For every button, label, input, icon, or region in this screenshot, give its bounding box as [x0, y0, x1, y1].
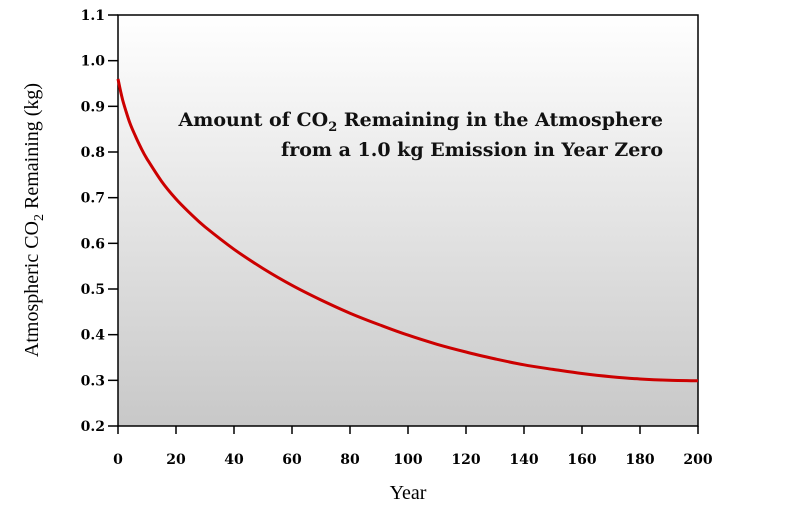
- plot-area: [117, 14, 699, 427]
- x-tick-label: 160: [567, 452, 596, 468]
- y-tick-label: 0.2: [81, 419, 105, 435]
- y-tick-label: 0.7: [81, 191, 105, 207]
- x-tick-label: 40: [224, 452, 244, 468]
- x-axis-label: Year: [390, 482, 427, 504]
- y-axis-ticks: 0.2 0.3 0.4 0.5 0.6 0.7 0.8 0.9 1.0 1.1: [81, 8, 118, 435]
- x-tick-label: 180: [625, 452, 654, 468]
- x-tick-label: 0: [113, 452, 123, 468]
- x-tick-label: 100: [393, 452, 422, 468]
- x-tick-label: 120: [451, 452, 480, 468]
- x-axis-ticks: 0 20 40 60 80 100 120 140 160 180 200: [113, 426, 713, 468]
- x-tick-label: 80: [340, 452, 360, 468]
- chart-title-line2: from a 1.0 kg Emission in Year Zero: [281, 139, 663, 161]
- y-tick-label: 1.1: [81, 8, 105, 24]
- x-tick-label: 140: [509, 452, 538, 468]
- y-tick-label: 0.9: [81, 99, 105, 115]
- y-tick-label: 1.0: [81, 54, 106, 70]
- series-line: [116, 78, 699, 383]
- y-tick-label: 0.4: [81, 328, 106, 344]
- y-tick-label: 0.6: [81, 236, 105, 252]
- y-tick-label: 0.8: [81, 145, 105, 161]
- x-tick-label: 200: [683, 452, 712, 468]
- y-axis-label: Atmospheric CO2 Remaining (kg): [21, 83, 47, 357]
- chart-title-line1: Amount of CO2 Remaining in the Atmospher…: [178, 109, 663, 135]
- y-tick-label: 0.5: [81, 282, 105, 298]
- x-tick-label: 60: [282, 452, 302, 468]
- x-tick-label: 20: [166, 452, 186, 468]
- y-tick-label: 0.3: [81, 373, 105, 389]
